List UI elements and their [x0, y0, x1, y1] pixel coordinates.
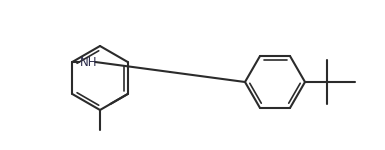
Text: NH: NH	[80, 56, 98, 69]
